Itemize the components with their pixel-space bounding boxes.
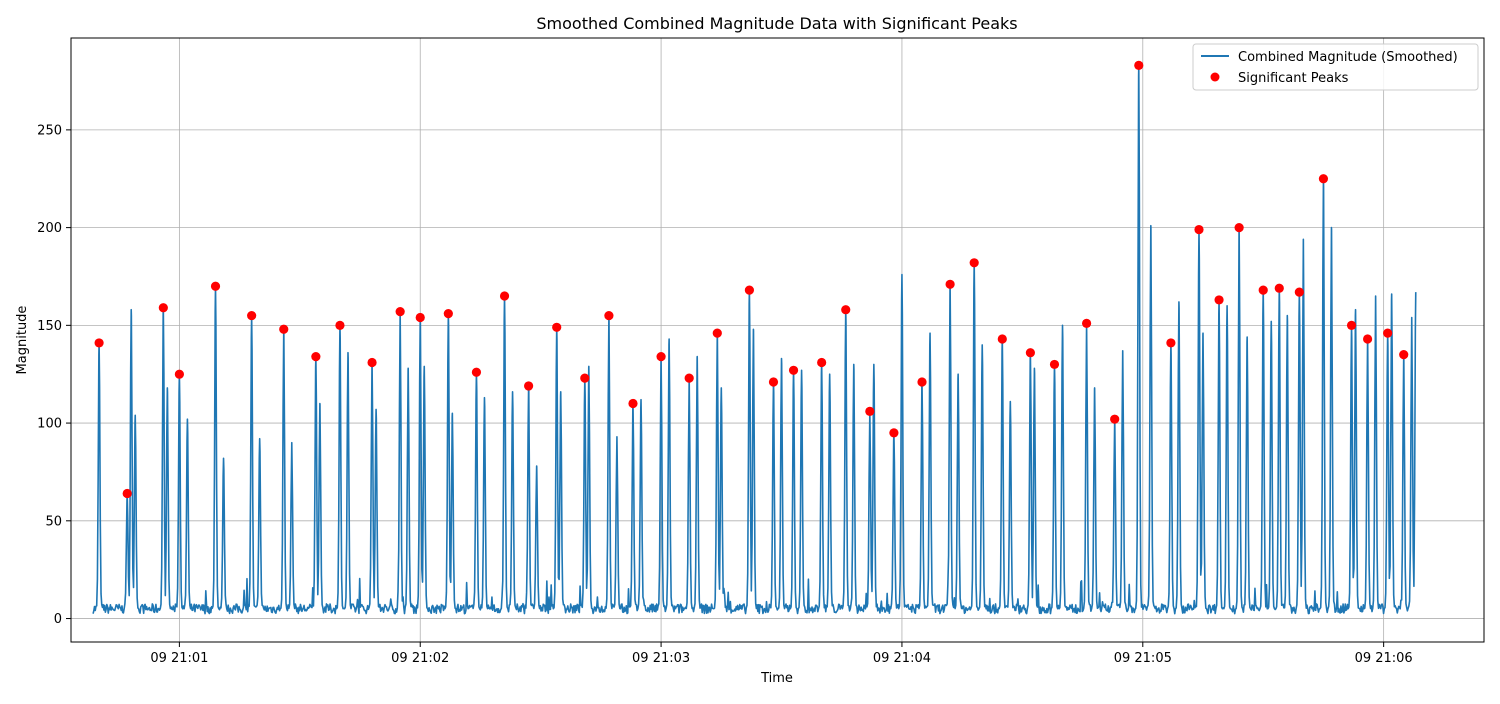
legend-peak-swatch xyxy=(1210,72,1220,82)
peak-point xyxy=(865,406,875,416)
peak-point xyxy=(997,334,1007,344)
peak-point xyxy=(471,367,482,377)
peak-point xyxy=(335,320,345,330)
peak-point xyxy=(174,369,184,379)
x-tick-label: 09 21:01 xyxy=(150,651,208,666)
x-tick-label: 09 21:05 xyxy=(1114,651,1172,666)
peak-point xyxy=(1346,320,1357,330)
peak-point xyxy=(969,258,979,268)
peak-point xyxy=(367,357,377,368)
peak-point xyxy=(712,328,722,338)
peak-point xyxy=(1110,414,1120,424)
series-line-combined-magnitude xyxy=(92,64,1417,615)
peak-point xyxy=(122,488,132,499)
y-axis: 0 50 100 150 200 250 xyxy=(37,123,71,627)
peak-point xyxy=(1383,328,1393,338)
legend-box xyxy=(1192,43,1479,91)
peak-point xyxy=(415,312,425,323)
peak-point xyxy=(580,373,590,383)
peak-point xyxy=(524,381,534,391)
x-tick-label: 09 21:04 xyxy=(873,651,931,666)
chart-title: Smoothed Combined Magnitude Data with Si… xyxy=(536,14,1017,33)
peak-point xyxy=(604,310,614,321)
peak-point xyxy=(279,324,289,334)
peak-point xyxy=(1214,295,1224,305)
peak-point xyxy=(1025,348,1035,358)
x-axis: 09 21:01 09 21:02 09 21:03 09 21:04 09 21:05… xyxy=(150,642,1413,666)
peak-point xyxy=(917,377,927,387)
peak-point xyxy=(499,291,510,301)
x-axis-label: Time xyxy=(760,671,793,686)
peak-point xyxy=(247,310,257,321)
x-tick-label: 09 21:02 xyxy=(391,651,449,666)
peak-point xyxy=(1362,334,1373,344)
y-axis-label: Magnitude xyxy=(15,306,30,375)
peak-point xyxy=(628,398,638,409)
peak-point xyxy=(1294,287,1304,297)
y-tick-label: 150 xyxy=(37,319,62,334)
legend-label-peaks: Significant Peaks xyxy=(1238,71,1349,86)
peak-point xyxy=(1318,174,1329,184)
peak-point xyxy=(744,285,755,295)
peak-point xyxy=(684,373,694,383)
x-tick-label: 09 21:03 xyxy=(632,651,690,666)
peak-point xyxy=(1049,359,1060,370)
peak-markers xyxy=(94,60,1409,499)
peak-point xyxy=(1134,60,1144,70)
y-tick-label: 100 xyxy=(37,417,62,432)
peak-point xyxy=(158,303,168,313)
peak-point xyxy=(1166,338,1176,348)
legend: Combined Magnitude (Smoothed) Significan… xyxy=(1192,43,1479,91)
peak-point xyxy=(768,377,779,387)
y-tick-label: 200 xyxy=(37,221,62,236)
x-tick-label: 09 21:06 xyxy=(1355,651,1413,666)
plot-area xyxy=(92,64,1417,615)
peak-point xyxy=(889,428,899,438)
y-tick-label: 250 xyxy=(37,123,62,138)
peak-point xyxy=(1194,224,1204,235)
peak-point xyxy=(788,365,799,375)
peak-point xyxy=(1258,285,1268,295)
peak-point xyxy=(311,352,321,362)
peak-point xyxy=(945,279,955,289)
peak-point xyxy=(656,352,666,362)
plot-frame xyxy=(70,37,1485,643)
peak-point xyxy=(94,338,104,348)
peak-point xyxy=(443,309,453,319)
peak-point xyxy=(817,357,827,368)
peak-point xyxy=(1399,350,1409,360)
peak-point xyxy=(841,305,851,315)
peak-point xyxy=(210,281,221,291)
y-tick-label: 0 xyxy=(54,612,62,627)
legend-label-line: Combined Magnitude (Smoothed) xyxy=(1238,50,1458,65)
peak-point xyxy=(1234,223,1244,233)
peak-point xyxy=(1274,283,1284,293)
y-tick-label: 50 xyxy=(45,514,62,529)
peak-point xyxy=(395,307,405,317)
peak-point xyxy=(552,322,562,332)
peak-point xyxy=(1081,318,1092,328)
